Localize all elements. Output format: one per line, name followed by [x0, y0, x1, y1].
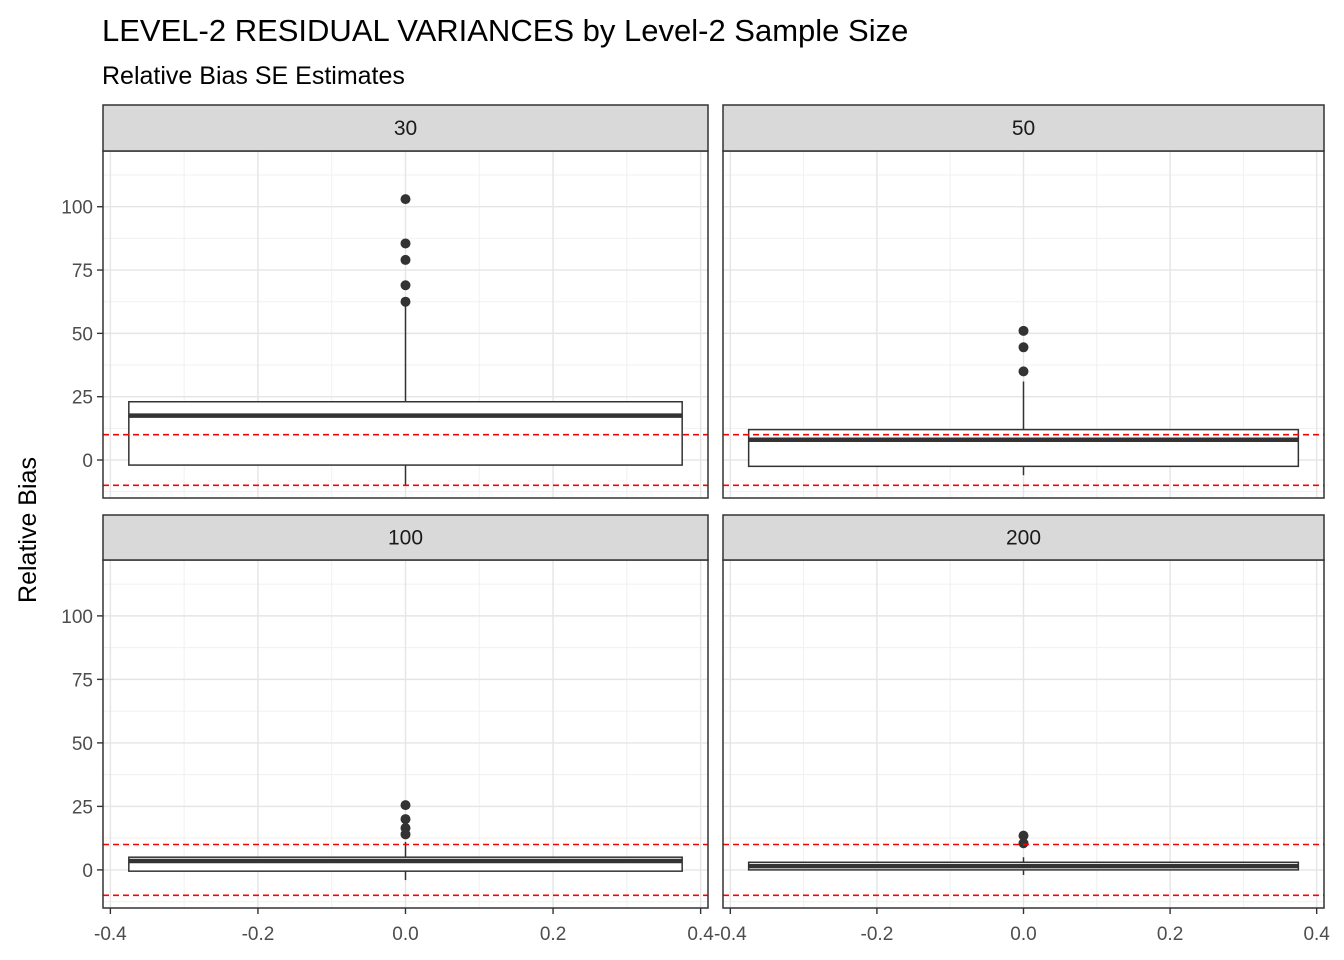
x-tick-label: 0.2	[540, 924, 566, 945]
x-tick-label: -0.4	[94, 924, 127, 945]
chart-title: LEVEL-2 RESIDUAL VARIANCES by Level-2 Sa…	[102, 13, 908, 48]
x-tick-label: -0.2	[861, 924, 894, 945]
outlier-point	[400, 194, 411, 205]
facet-strip	[722, 104, 1325, 152]
y-tick-label: 0	[82, 861, 93, 882]
facet-panel: 30 0 25 50 75 100	[61, 104, 709, 499]
x-tick-label: 0.2	[1157, 924, 1183, 945]
y-tick-label: 75	[72, 670, 93, 691]
y-tick-label: 100	[61, 198, 93, 219]
y-tick-label: 25	[72, 388, 93, 409]
x-tick-label: -0.2	[242, 924, 275, 945]
x-tick-label: -0.4	[714, 924, 747, 945]
outlier-point	[400, 814, 411, 825]
outlier-point	[400, 296, 411, 307]
outlier-point	[1018, 838, 1029, 849]
outlier-point	[400, 280, 411, 291]
box-iqr	[747, 428, 1300, 468]
outlier-point	[1018, 342, 1029, 353]
y-tick-label: 0	[82, 451, 93, 472]
chart-subtitle: Relative Bias SE Estimates	[102, 62, 405, 90]
facet-panels: 30 0 25 50 75 100 50 100 0 25 50 75 100 -0.4 -0.2 0.0 0.…	[61, 104, 1330, 945]
y-tick-label: 75	[72, 261, 93, 282]
facet-panel: 100 0 25 50 75 100 -0.4 -0.2 0.0 0.2 0.4	[61, 514, 714, 945]
outlier-point	[1018, 830, 1029, 841]
x-tick-label: 0.0	[1010, 924, 1036, 945]
x-tick-label: 0.0	[392, 924, 418, 945]
facet-strip-label: 200	[1006, 527, 1041, 550]
y-tick-label: 50	[72, 734, 93, 755]
facet-strip-label: 50	[1012, 117, 1035, 140]
y-tick-label: 100	[61, 607, 93, 628]
y-tick-label: 50	[72, 324, 93, 345]
facet-panel: 50	[722, 104, 1325, 499]
outlier-point	[400, 254, 411, 265]
outlier-point	[1018, 325, 1029, 336]
facet-strip-label: 100	[388, 527, 423, 550]
outlier-point	[1018, 366, 1029, 377]
facet-strip	[722, 514, 1325, 561]
facet-panel: 200 -0.4 -0.2 0.0 0.2 0.4	[714, 514, 1330, 945]
box-iqr	[128, 401, 683, 466]
y-tick-label: 25	[72, 797, 93, 818]
outlier-point	[400, 822, 411, 833]
outlier-point	[400, 238, 411, 249]
outlier-point	[400, 800, 411, 811]
facet-strip-label: 30	[394, 117, 417, 140]
x-tick-label: 0.4	[687, 924, 714, 945]
facet-strip	[102, 104, 709, 152]
x-tick-label: 0.4	[1303, 924, 1330, 945]
facet-strip	[102, 514, 709, 561]
y-axis-title: Relative Bias	[14, 457, 42, 603]
